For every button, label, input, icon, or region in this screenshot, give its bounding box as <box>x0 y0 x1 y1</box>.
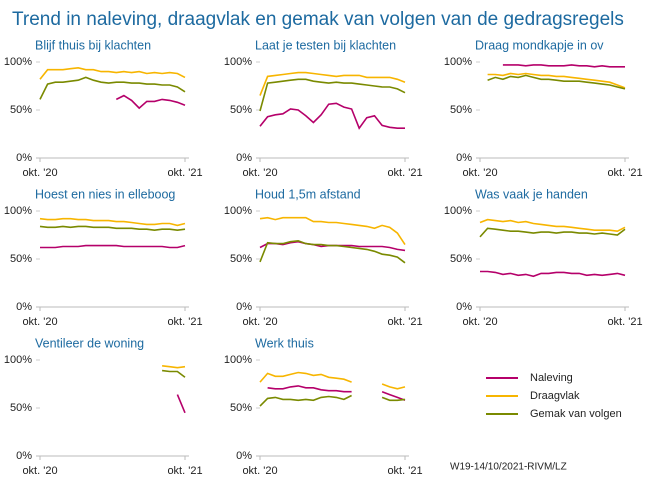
source-note: W19-14/10/2021-RIVM/LZ <box>450 462 567 473</box>
y-tick-label: 0% <box>16 301 32 313</box>
panel-title: Werk thuis <box>255 336 314 350</box>
y-tick-label: 0% <box>456 301 472 313</box>
x-tick-label: okt. '20 <box>22 316 57 328</box>
x-tick-label: okt. '21 <box>607 167 642 179</box>
series-line <box>267 385 406 402</box>
series-line <box>259 78 406 112</box>
x-tick-label: okt. '20 <box>462 167 497 179</box>
series-line <box>39 66 186 80</box>
series-line <box>259 239 406 264</box>
legend-label: Draagvlak <box>530 390 580 402</box>
y-tick-label: 50% <box>230 402 252 414</box>
y-tick-label: 0% <box>456 152 472 164</box>
series-line <box>259 371 406 390</box>
y-tick-label: 100% <box>224 354 252 366</box>
y-tick-label: 0% <box>236 152 252 164</box>
panel-title: Draag mondkapje in ov <box>475 38 604 52</box>
x-tick-label: okt. '20 <box>462 316 497 328</box>
series-line <box>259 394 406 407</box>
y-tick-label: 0% <box>236 301 252 313</box>
panel-title: Laat je testen bij klachten <box>255 38 396 52</box>
y-tick-label: 100% <box>444 205 472 217</box>
y-tick-label: 50% <box>450 253 472 265</box>
x-tick-label: okt. '21 <box>387 316 422 328</box>
series-line <box>487 74 626 90</box>
x-tick-label: okt. '21 <box>387 465 422 477</box>
y-tick-label: 100% <box>4 205 32 217</box>
y-tick-label: 0% <box>16 450 32 462</box>
series-line <box>162 369 186 378</box>
y-tick-label: 50% <box>230 104 252 116</box>
panel-title: Hoest en nies in elleboog <box>35 187 175 201</box>
x-tick-label: okt. '21 <box>167 316 202 328</box>
panel-title: Blijf thuis bij klachten <box>35 38 151 52</box>
panel-title: Was vaak je handen <box>475 187 588 201</box>
legend-label: Gemak van volgen <box>530 408 622 420</box>
chart-title: Trend in naleving, draagvlak en gemak va… <box>12 9 624 30</box>
y-tick-label: 50% <box>10 253 32 265</box>
x-tick-label: okt. '20 <box>242 167 277 179</box>
y-tick-label: 0% <box>16 152 32 164</box>
series-line <box>40 244 186 249</box>
y-tick-label: 0% <box>236 450 252 462</box>
y-tick-label: 50% <box>10 402 32 414</box>
series-line <box>176 394 186 414</box>
x-tick-label: okt. '20 <box>22 465 57 477</box>
series-line <box>479 218 626 233</box>
x-tick-label: okt. '21 <box>387 167 422 179</box>
panel-title: Ventileer de woning <box>35 336 144 350</box>
series-line <box>259 71 406 96</box>
series-line <box>115 94 186 110</box>
series-line <box>39 225 186 232</box>
y-tick-label: 50% <box>10 104 32 116</box>
series-line <box>479 227 626 238</box>
series-line <box>39 217 186 227</box>
y-tick-label: 100% <box>4 56 32 68</box>
legend-label: Naleving <box>530 372 573 384</box>
y-tick-label: 50% <box>230 253 252 265</box>
x-tick-label: okt. '20 <box>242 465 277 477</box>
series-line <box>487 72 626 89</box>
y-tick-label: 100% <box>224 56 252 68</box>
series-line <box>162 365 186 369</box>
x-tick-label: okt. '21 <box>607 316 642 328</box>
series-line <box>259 216 406 246</box>
x-tick-label: okt. '21 <box>167 167 202 179</box>
series-line <box>502 64 625 68</box>
y-tick-label: 100% <box>4 354 32 366</box>
x-tick-label: okt. '20 <box>242 316 277 328</box>
y-tick-label: 100% <box>444 56 472 68</box>
x-tick-label: okt. '21 <box>167 465 202 477</box>
series-line <box>259 102 405 130</box>
series-line <box>39 76 186 100</box>
panel-title: Houd 1,5m afstand <box>255 187 361 201</box>
x-tick-label: okt. '20 <box>22 167 57 179</box>
y-tick-label: 100% <box>224 205 252 217</box>
series-line <box>480 270 626 278</box>
y-tick-label: 50% <box>450 104 472 116</box>
